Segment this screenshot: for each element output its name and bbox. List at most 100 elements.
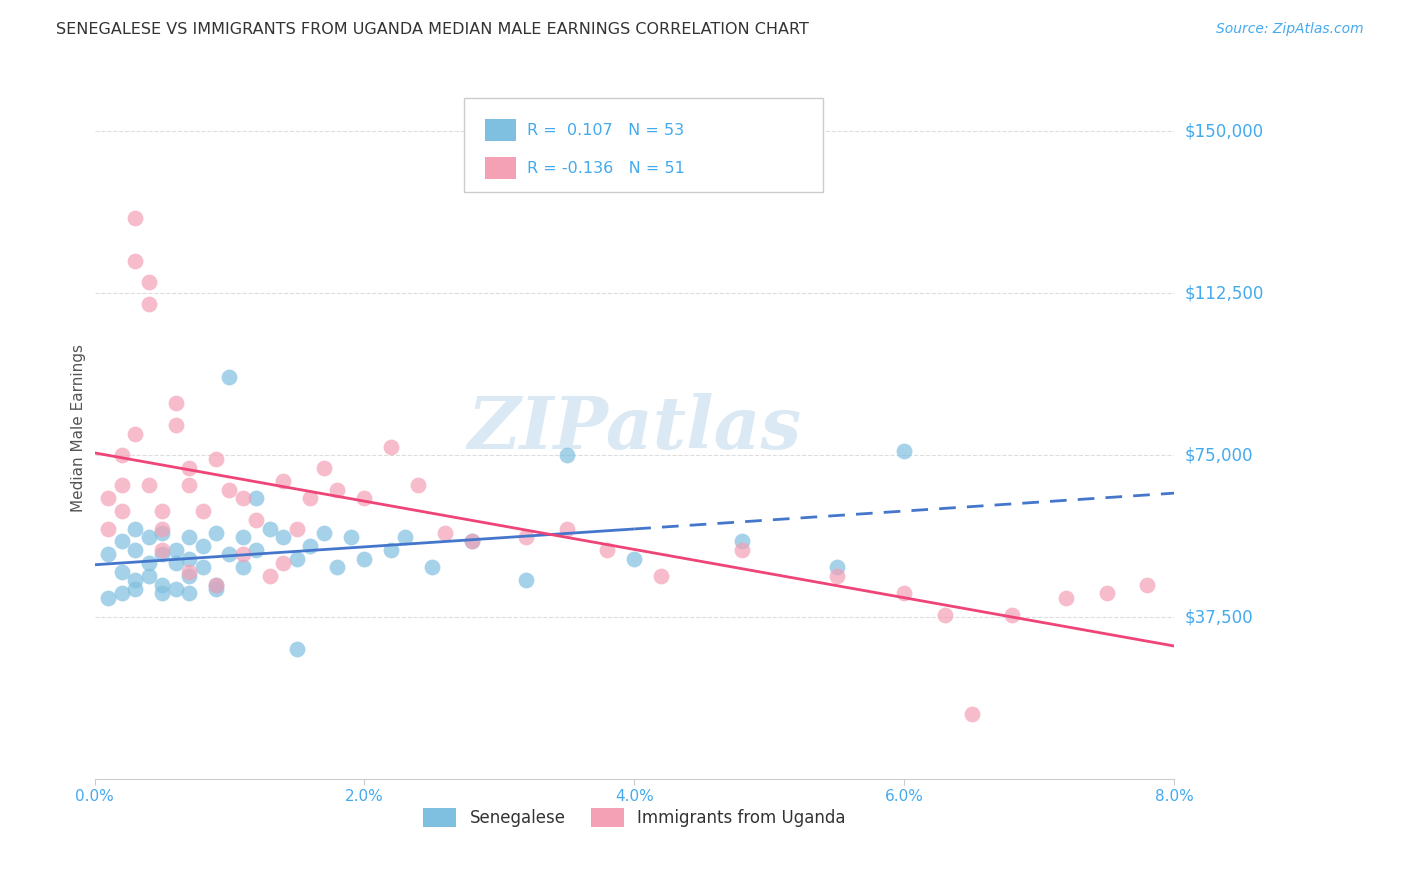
Point: [124, 582, 146, 596]
Point: [177, 569, 200, 583]
Point: [110, 478, 132, 492]
Point: [165, 543, 187, 558]
Text: Source: ZipAtlas.com: Source: ZipAtlas.com: [1216, 22, 1364, 37]
Point: [124, 574, 146, 588]
Point: [150, 525, 173, 540]
Point: [623, 551, 645, 566]
Point: [138, 297, 160, 311]
Point: [232, 560, 254, 574]
Point: [97, 522, 120, 536]
Point: [138, 556, 160, 570]
Point: [177, 551, 200, 566]
Point: [110, 565, 132, 579]
Point: [650, 569, 672, 583]
Text: R =  0.107   N = 53: R = 0.107 N = 53: [527, 122, 685, 137]
Point: [394, 530, 416, 544]
Point: [893, 586, 915, 600]
Point: [110, 504, 132, 518]
Point: [232, 530, 254, 544]
Point: [165, 396, 187, 410]
Point: [205, 577, 228, 591]
Point: [273, 530, 295, 544]
Text: $37,500: $37,500: [1185, 608, 1254, 626]
Point: [285, 642, 308, 657]
Point: [150, 504, 173, 518]
Point: [165, 417, 187, 432]
Point: [461, 534, 484, 549]
Point: [312, 525, 335, 540]
Point: [299, 539, 322, 553]
Point: [177, 530, 200, 544]
Point: [731, 543, 754, 558]
Point: [165, 556, 187, 570]
Point: [555, 522, 578, 536]
Point: [1136, 577, 1159, 591]
Point: [191, 504, 214, 518]
Point: [353, 551, 375, 566]
Point: [150, 586, 173, 600]
Point: [177, 565, 200, 579]
Point: [177, 478, 200, 492]
Point: [285, 522, 308, 536]
Point: [825, 569, 848, 583]
Text: ZIPatlas: ZIPatlas: [467, 392, 801, 464]
Y-axis label: Median Male Earnings: Median Male Earnings: [72, 344, 86, 512]
Point: [150, 543, 173, 558]
Point: [960, 707, 983, 722]
Point: [124, 522, 146, 536]
Point: [110, 586, 132, 600]
Point: [205, 452, 228, 467]
Point: [299, 491, 322, 506]
Point: [326, 560, 349, 574]
Point: [1095, 586, 1118, 600]
Text: R = -0.136   N = 51: R = -0.136 N = 51: [527, 161, 685, 176]
Point: [218, 370, 240, 384]
Point: [259, 569, 281, 583]
Point: [731, 534, 754, 549]
Point: [461, 534, 484, 549]
Text: $112,500: $112,500: [1185, 285, 1264, 302]
Point: [150, 548, 173, 562]
Point: [273, 556, 295, 570]
Point: [285, 551, 308, 566]
Point: [124, 211, 146, 225]
Point: [110, 448, 132, 462]
Point: [353, 491, 375, 506]
Point: [150, 577, 173, 591]
Point: [273, 474, 295, 488]
Point: [97, 548, 120, 562]
Point: [312, 461, 335, 475]
Text: SENEGALESE VS IMMIGRANTS FROM UGANDA MEDIAN MALE EARNINGS CORRELATION CHART: SENEGALESE VS IMMIGRANTS FROM UGANDA MED…: [56, 22, 808, 37]
Point: [555, 448, 578, 462]
Point: [434, 525, 457, 540]
Point: [259, 522, 281, 536]
Text: $150,000: $150,000: [1185, 122, 1264, 140]
Point: [205, 577, 228, 591]
Point: [232, 491, 254, 506]
Point: [138, 478, 160, 492]
Point: [380, 543, 402, 558]
Point: [893, 443, 915, 458]
Point: [177, 461, 200, 475]
Point: [97, 591, 120, 605]
Point: [138, 530, 160, 544]
Point: [408, 478, 430, 492]
Point: [205, 582, 228, 596]
Point: [326, 483, 349, 497]
Point: [218, 548, 240, 562]
Point: [245, 543, 267, 558]
Point: [150, 522, 173, 536]
Point: [110, 534, 132, 549]
Point: [218, 483, 240, 497]
Legend: Senegalese, Immigrants from Uganda: Senegalese, Immigrants from Uganda: [416, 801, 852, 834]
Point: [515, 574, 537, 588]
Point: [97, 491, 120, 506]
Point: [138, 276, 160, 290]
Point: [596, 543, 619, 558]
Point: [245, 491, 267, 506]
Point: [934, 607, 956, 622]
Point: [1001, 607, 1024, 622]
Point: [191, 560, 214, 574]
Point: [420, 560, 443, 574]
Point: [191, 539, 214, 553]
